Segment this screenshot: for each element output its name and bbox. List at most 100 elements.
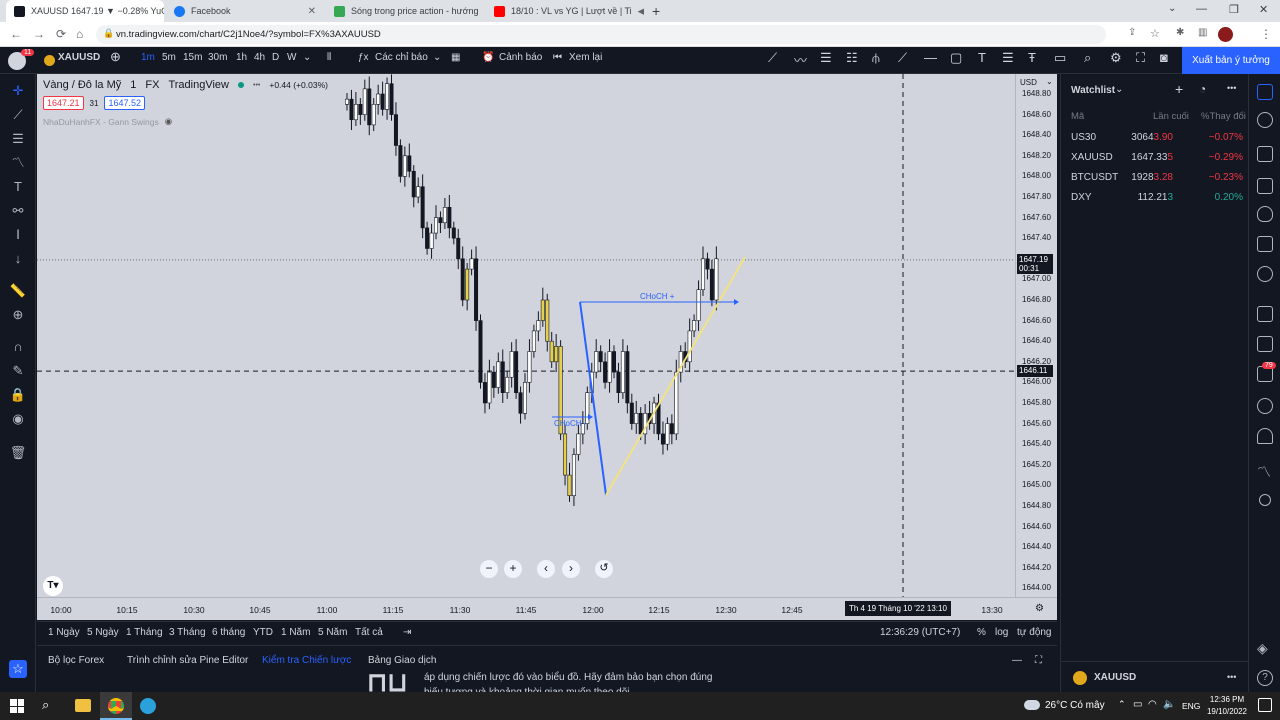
crosshair-icon[interactable]: ✛ <box>12 83 24 98</box>
data-window-icon[interactable] <box>1257 146 1273 162</box>
text-icon[interactable]: T <box>14 179 22 194</box>
watchlist-title[interactable]: Watchlist <box>1071 85 1116 96</box>
interval-1m[interactable]: 1m <box>141 52 155 63</box>
price-axis[interactable]: USD ⌄ 1648.80 1648.60 1648.40 1648.20 1648.0… <box>1015 74 1057 597</box>
language-indicator[interactable]: ENG <box>1182 701 1201 711</box>
gear-icon[interactable]: ⚙ <box>1035 603 1044 614</box>
chevron-up-icon[interactable]: ⌃ <box>1118 699 1126 709</box>
minimize-panel-icon[interactable]: — <box>1012 655 1022 666</box>
chevron-down-icon[interactable]: ⌄ <box>1046 77 1053 86</box>
battery-icon[interactable]: ▭ <box>1133 699 1143 710</box>
range-1y[interactable]: 1 Năm <box>281 627 311 638</box>
hotlist-icon[interactable] <box>1257 206 1273 222</box>
range-5d[interactable]: 5 Ngày <box>87 627 119 638</box>
chevron-down-icon[interactable]: ⌄ <box>303 52 312 63</box>
fib-retrace-icon[interactable]: ☰ <box>1002 50 1014 65</box>
notifications-icon[interactable] <box>1258 698 1272 712</box>
magnet-icon[interactable]: ∩ <box>13 339 23 354</box>
favorites-icon[interactable]: ☆ <box>9 660 27 678</box>
interval-d[interactable]: D <box>272 52 280 63</box>
prediction-icon[interactable]: ⚯ <box>12 203 24 218</box>
currency-label[interactable]: USD <box>1020 78 1037 87</box>
watchlist-symbol[interactable]: US30 <box>1071 132 1097 143</box>
fib-icon[interactable]: ☰ <box>12 131 24 146</box>
interval-30m[interactable]: 30m <box>208 52 228 63</box>
candles-icon[interactable]: ⫴ <box>327 52 332 63</box>
replay-button[interactable]: Xem lại <box>569 52 603 63</box>
tab-search-icon[interactable]: ⌄ <box>1168 3 1177 14</box>
auto-toggle[interactable]: tự động <box>1017 627 1052 638</box>
interval-15m[interactable]: 15m <box>183 52 203 63</box>
taskbar-time[interactable]: 12:36 PM <box>1209 695 1245 704</box>
ray-icon[interactable]: ⟋ <box>898 50 908 65</box>
scroll-right-button[interactable]: › <box>562 560 580 578</box>
pitchfork-icon[interactable]: ⫛ <box>872 50 880 65</box>
market-status-dot[interactable] <box>238 82 244 88</box>
news-icon[interactable] <box>1257 178 1273 194</box>
chrome-taskbar-button[interactable] <box>100 692 132 720</box>
comment-icon[interactable]: ▭ <box>1054 50 1067 65</box>
range-5y[interactable]: 5 Năm <box>318 627 348 638</box>
tab-price-action[interactable]: Sóng trong price action - hướng ✕ <box>326 0 484 22</box>
alerts-clock-icon[interactable] <box>1257 112 1273 128</box>
range-all[interactable]: Tất cả <box>355 627 383 638</box>
ideas-icon[interactable] <box>1257 266 1273 282</box>
watchlist-symbol[interactable]: DXY <box>1071 192 1092 203</box>
fib-icon[interactable]: ☰ <box>820 50 832 65</box>
text-icon[interactable]: T <box>978 50 986 65</box>
watchlist-symbol[interactable]: BTCUSDT <box>1071 172 1119 183</box>
log-toggle[interactable]: log <box>995 627 1009 638</box>
ruler-icon[interactable]: 📏 <box>9 283 27 298</box>
interval-w[interactable]: W <box>287 52 297 63</box>
bell-icon[interactable] <box>1257 428 1273 444</box>
compare-icon[interactable]: ⊕ <box>110 49 121 64</box>
extensions-icon[interactable]: ✱ <box>1176 27 1185 38</box>
col-last[interactable]: Lần cuối <box>1153 111 1189 122</box>
indicator-name[interactable]: NhaDuHanhFX - Gann Swings <box>43 116 159 127</box>
tradingview-logo[interactable]: T▾ <box>43 576 63 596</box>
percent-toggle[interactable]: % <box>977 627 986 638</box>
legend-title[interactable]: Vàng / Đô la Mỹ <box>43 79 122 91</box>
dot-icon[interactable] <box>1259 494 1271 506</box>
add-symbol-icon[interactable]: + <box>1175 81 1184 97</box>
fullscreen-icon[interactable]: ⛶ <box>1136 50 1146 65</box>
file-explorer-icon[interactable] <box>75 699 91 712</box>
col-symbol[interactable]: Mã <box>1071 111 1085 122</box>
interval-4h[interactable]: 4h <box>254 52 266 63</box>
tab-forex-screener[interactable]: Bộ lọc Forex <box>48 655 105 666</box>
wifi-icon[interactable]: ◠ <box>1148 699 1157 710</box>
lock-drawings-icon[interactable]: ✎ <box>12 363 24 378</box>
layers-icon[interactable]: ◈ <box>1257 640 1268 656</box>
watchlist-row[interactable]: XAUUSD 1647.335 −0.29% <box>1071 150 1243 168</box>
buy-price[interactable]: 1647.52 <box>104 96 145 110</box>
widget-icon[interactable]: ◔ <box>1199 82 1207 96</box>
watchlist-row[interactable]: US30 30643.90 −0.07% <box>1071 130 1243 148</box>
details-symbol[interactable]: XAUUSD <box>1094 672 1137 683</box>
speaker-icon[interactable]: ◀) <box>637 5 644 16</box>
maximize-panel-icon[interactable]: ⛶ <box>1035 655 1042 666</box>
interval-1h[interactable]: 1h <box>236 52 248 63</box>
tab-trading-panel[interactable]: Bảng Giao dịch <box>368 655 437 666</box>
zoom-out-button[interactable]: − <box>480 560 498 578</box>
camera-icon[interactable]: ◙ <box>1160 50 1168 65</box>
tab-xauusd[interactable]: XAUUSD 1647.19 ▼ −0.28% YuG ✕ <box>6 0 164 22</box>
back-icon[interactable]: ← <box>10 27 22 41</box>
weather-text[interactable]: 26°C Có mây <box>1045 700 1105 711</box>
minimize-icon[interactable]: — <box>1196 3 1207 15</box>
tab-facebook[interactable]: Facebook ✕ <box>166 0 324 22</box>
chevron-down-icon[interactable]: ⌄ <box>1115 84 1124 95</box>
streams-icon[interactable] <box>1257 306 1273 322</box>
alert-button[interactable]: Cảnh báo <box>499 52 543 63</box>
broadcast-icon[interactable] <box>1257 398 1273 414</box>
anchored-text-icon[interactable]: Ŧ <box>1028 50 1036 65</box>
timezone-clock[interactable]: 12:36:29 (UTC+7) <box>880 627 961 638</box>
search-icon[interactable]: ⌕ <box>42 697 50 712</box>
share-icon[interactable]: ⇪ <box>1128 27 1137 38</box>
range-6m[interactable]: 6 tháng <box>212 627 246 638</box>
avatar[interactable] <box>1218 27 1233 42</box>
range-ytd[interactable]: YTD <box>253 627 273 638</box>
tab-strategy-tester[interactable]: Kiểm tra Chiến lược <box>262 655 352 666</box>
symbol-search[interactable]: XAUUSD <box>58 52 101 63</box>
search-icon[interactable]: ⌕ <box>1084 50 1092 65</box>
gear-icon[interactable]: ⚙ <box>1110 50 1122 65</box>
